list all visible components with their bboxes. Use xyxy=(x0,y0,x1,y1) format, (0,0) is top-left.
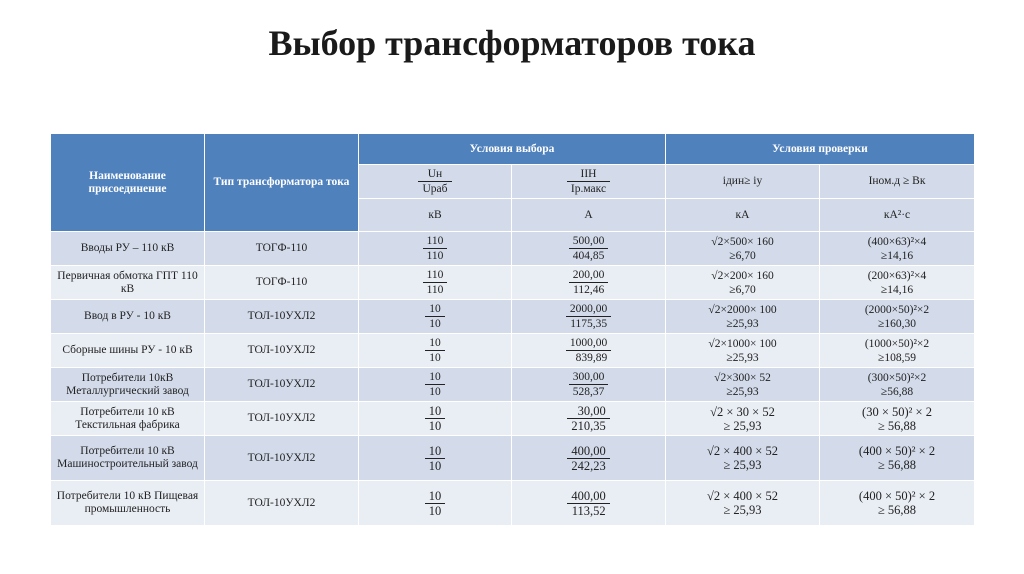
row-name: Потребители 10 кВ Пищевая промышленность xyxy=(50,480,205,526)
row-voltage: 110 110 xyxy=(358,231,512,266)
row-current: 500,00 404,85 xyxy=(511,231,666,266)
row-name: Потребители 10 кВ Текстильная фабрика xyxy=(50,401,205,436)
row-voltage: 10 10 xyxy=(358,480,512,526)
row-current: 2000,00 1175,35 xyxy=(511,299,666,334)
row-current: 400,00 113,52 xyxy=(511,480,666,526)
row-voltage: 10 10 xyxy=(358,367,512,402)
row-type: ТОЛ-10УХЛ2 xyxy=(204,299,359,334)
page-title: Выбор трансформаторов тока xyxy=(268,23,756,63)
row-thermal: (400×63)²×4 ≥14,16 xyxy=(818,231,976,266)
row-dynamic: √2×200× 160 ≥6,70 xyxy=(665,265,820,300)
unit-kv: кВ xyxy=(358,198,512,232)
row-name: Потребители 10 кВ Машиностроительный зав… xyxy=(50,435,205,481)
row-type: ТОЛ-10УХЛ2 xyxy=(204,401,359,436)
current-transformer-table: Наименование присоединение Тип трансформ… xyxy=(50,133,976,526)
table-row: Потребители 10 кВ Машиностроительный зав… xyxy=(50,435,976,481)
row-thermal: (200×63)²×4 ≥14,16 xyxy=(818,265,976,300)
row-dynamic: √2×500× 160 ≥6,70 xyxy=(665,231,820,266)
table-row: Потребители 10кВ Металлургический завод … xyxy=(50,367,976,402)
header-name: Наименование присоединение xyxy=(50,133,205,232)
header-thermal-check: Iном.д ≥ Вк xyxy=(818,164,976,199)
table-row: Потребители 10 кВ Пищевая промышленность… xyxy=(50,480,976,526)
row-current: 1000,00 839,89 xyxy=(511,333,666,368)
row-dynamic: √2×1000× 100 ≥25,93 xyxy=(665,333,820,368)
row-name: Вводы РУ – 110 кВ xyxy=(50,231,205,266)
row-current: 30,00 210,35 xyxy=(511,401,666,436)
row-dynamic: √2 × 30 × 52 ≥ 25,93 xyxy=(665,401,820,436)
row-thermal: (300×50)²×2 ≥56,88 xyxy=(818,367,976,402)
row-type: ТОЛ-10УХЛ2 xyxy=(204,333,359,368)
table-row: Первичная обмотка ГПТ 110 кВ ТОГФ-110 11… xyxy=(50,265,976,300)
row-dynamic: √2 × 400 × 52 ≥ 25,93 xyxy=(665,480,820,526)
table-row: Вводы РУ – 110 кВ ТОГФ-110 110 110 500,00… xyxy=(50,231,976,266)
header-type: Тип трансформатора тока xyxy=(204,133,359,232)
row-type: ТОЛ-10УХЛ2 xyxy=(204,367,359,402)
row-type: ТОЛ-10УХЛ2 xyxy=(204,435,359,481)
row-voltage: 110 110 xyxy=(358,265,512,300)
row-type: ТОЛ-10УХЛ2 xyxy=(204,480,359,526)
header-current-ratio: IIH Iр.макс xyxy=(511,164,666,199)
unit-a: А xyxy=(511,198,666,232)
row-voltage: 10 10 xyxy=(358,401,512,436)
table-row: Сборные шины РУ - 10 кВ ТОЛ-10УХЛ2 10 10 … xyxy=(50,333,976,368)
header-selection-conditions: Условия выбора xyxy=(358,133,666,165)
row-thermal: (1000×50)²×2 ≥108,59 xyxy=(818,333,976,368)
row-type: ТОГФ-110 xyxy=(204,265,359,300)
unit-ka: кА xyxy=(665,198,820,232)
row-thermal: (2000×50)²×2 ≥160,30 xyxy=(818,299,976,334)
row-type: ТОГФ-110 xyxy=(204,231,359,266)
row-thermal: (30 × 50)² × 2 ≥ 56,88 xyxy=(818,401,976,436)
row-voltage: 10 10 xyxy=(358,299,512,334)
table-row: Ввод в РУ - 10 кВ ТОЛ-10УХЛ2 10 10 2000,0… xyxy=(50,299,976,334)
row-dynamic: √2×300× 52 ≥25,93 xyxy=(665,367,820,402)
row-dynamic: √2 × 400 × 52 ≥ 25,93 xyxy=(665,435,820,481)
row-voltage: 10 10 xyxy=(358,435,512,481)
row-dynamic: √2×2000× 100 ≥25,93 xyxy=(665,299,820,334)
row-thermal: (400 × 50)² × 2 ≥ 56,88 xyxy=(818,435,976,481)
header-voltage-ratio: Uн Uраб xyxy=(358,164,512,199)
row-current: 300,00 528,37 xyxy=(511,367,666,402)
row-name: Ввод в РУ - 10 кВ xyxy=(50,299,205,334)
row-thermal: (400 × 50)² × 2 ≥ 56,88 xyxy=(818,480,976,526)
row-current: 200,00 112,46 xyxy=(511,265,666,300)
unit-ka2s: кА²·с xyxy=(818,198,976,232)
row-voltage: 10 10 xyxy=(358,333,512,368)
row-name: Первичная обмотка ГПТ 110 кВ xyxy=(50,265,205,300)
row-name: Потребители 10кВ Металлургический завод xyxy=(50,367,205,402)
table-row: Потребители 10 кВ Текстильная фабрика ТО… xyxy=(50,401,976,436)
row-name: Сборные шины РУ - 10 кВ xyxy=(50,333,205,368)
header-dynamic-check: iдин≥ iу xyxy=(665,164,820,199)
row-current: 400,00 242,23 xyxy=(511,435,666,481)
header-check-conditions: Условия проверки xyxy=(664,133,976,165)
